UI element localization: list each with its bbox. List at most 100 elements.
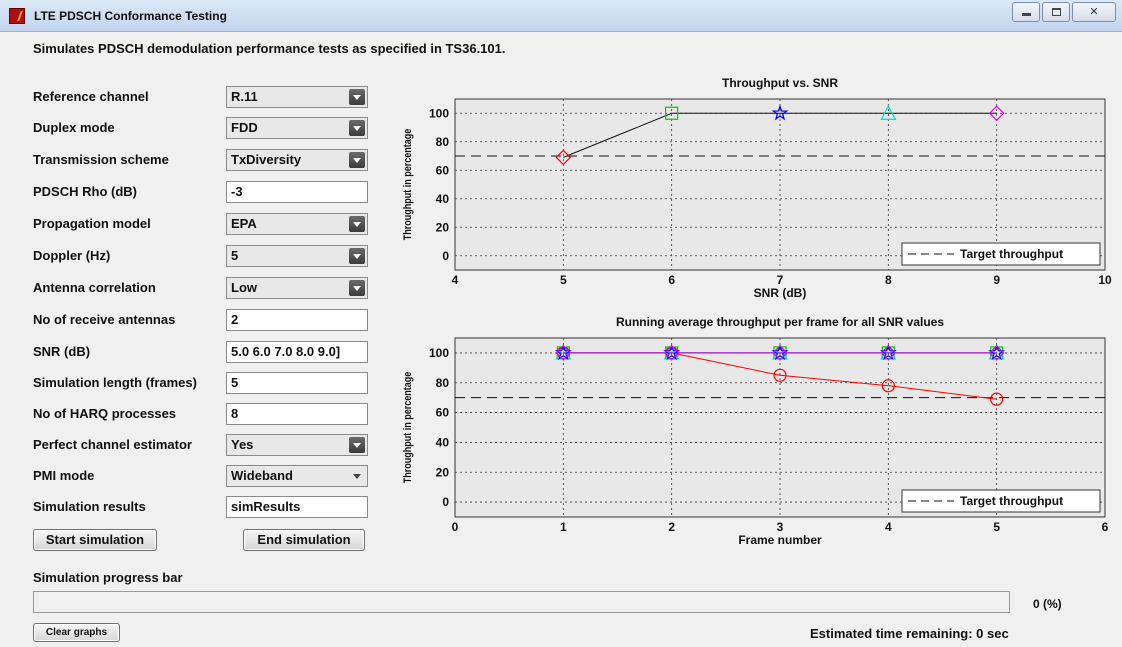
dropdown-arrow-icon — [349, 437, 365, 453]
minimize-button[interactable] — [1012, 2, 1040, 22]
x-tick-label: 7 — [777, 273, 784, 287]
y-tick-label: 0 — [442, 495, 449, 509]
series-point-red — [881, 379, 895, 393]
series-point-red — [773, 368, 787, 382]
x-tick-label: 6 — [668, 273, 675, 287]
y-tick-label: 80 — [436, 376, 450, 390]
series-point-cyan — [771, 344, 789, 360]
clear-graphs-button[interactable]: Clear graphs — [33, 623, 120, 642]
duplex-mode-dropdown[interactable]: FDD — [226, 117, 368, 139]
param-label: Doppler (Hz) — [33, 248, 111, 263]
y-tick-label: 20 — [436, 220, 450, 234]
dropdown-arrow-icon — [349, 248, 365, 264]
simulation-results-field[interactable]: simResults — [226, 496, 368, 518]
maximize-button[interactable] — [1042, 2, 1070, 22]
transmission-scheme-dropdown[interactable]: TxDiversity — [226, 149, 368, 171]
param-label: Duplex mode — [33, 120, 115, 135]
y-tick-label: 40 — [436, 192, 450, 206]
x-axis-label: SNR (dB) — [754, 286, 807, 300]
dropdown-value: 5 — [231, 248, 239, 263]
start-simulation-button[interactable]: Start simulation — [33, 529, 157, 551]
param-label: PMI mode — [33, 468, 95, 483]
snr-db-field[interactable]: 5.0 6.0 7.0 8.0 9.0] — [226, 341, 368, 363]
x-tick-label: 3 — [777, 520, 784, 534]
no-of-harq-processes-field[interactable]: 8 — [226, 403, 368, 425]
y-tick-label: 100 — [429, 106, 449, 120]
estimated-time-remaining: Estimated time remaining: 0 sec — [810, 626, 1009, 641]
snr-8-marker — [880, 104, 897, 120]
series-point-magenta — [988, 345, 1005, 361]
title-bar: LTE PDSCH Conformance Testing ✕ — [0, 0, 1122, 32]
series-point-magenta — [555, 345, 572, 361]
description: Simulates PDSCH demodulation performance… — [33, 41, 506, 56]
legend-entry: Target throughput — [960, 494, 1063, 508]
chart-title: Throughput vs. SNR — [722, 76, 838, 90]
param-label: Propagation model — [33, 216, 151, 231]
x-tick-label: 4 — [885, 520, 892, 534]
x-tick-label: 10 — [1098, 273, 1112, 287]
dropdown-arrow-icon — [349, 152, 365, 168]
series-point-red — [990, 392, 1004, 406]
param-label: Perfect channel estimator — [33, 437, 192, 452]
dropdown-arrow-icon — [349, 89, 365, 105]
x-tick-label: 1 — [560, 520, 567, 534]
no-of-receive-antennas-field[interactable]: 2 — [226, 309, 368, 331]
param-label: Transmission scheme — [33, 152, 169, 167]
x-tick-label: 8 — [885, 273, 892, 287]
reference-channel-dropdown[interactable]: R.11 — [226, 86, 368, 108]
x-axis-label: Frame number — [738, 533, 822, 547]
chart-title: Running average throughput per frame for… — [616, 315, 944, 329]
dropdown-value: TxDiversity — [231, 152, 302, 167]
dropdown-value: FDD — [231, 120, 258, 135]
doppler-hz-dropdown[interactable]: 5 — [226, 245, 368, 267]
window-title: LTE PDSCH Conformance Testing — [34, 9, 227, 23]
y-tick-label: 60 — [436, 163, 450, 177]
simulation-length-frames-field[interactable]: 5 — [226, 372, 368, 394]
perfect-channel-estimator-dropdown[interactable]: Yes — [226, 434, 368, 456]
legend-entry: Target throughput — [960, 247, 1063, 261]
progress-percent: 0 (%) — [1033, 597, 1062, 611]
pmi-mode-dropdown[interactable]: Wideband — [226, 465, 368, 487]
snr-9-marker — [988, 105, 1005, 122]
x-tick-label: 6 — [1102, 520, 1109, 534]
x-tick-label: 9 — [993, 273, 1000, 287]
legend-box — [901, 489, 1101, 513]
close-icon: ✕ — [1089, 6, 1099, 18]
param-label: SNR (dB) — [33, 344, 91, 359]
end-simulation-button[interactable]: End simulation — [243, 529, 365, 551]
y-tick-label: 40 — [436, 435, 450, 449]
propagation-model-dropdown[interactable]: EPA — [226, 213, 368, 235]
dropdown-value: EPA — [231, 216, 257, 231]
param-label: Reference channel — [33, 89, 149, 104]
param-label: Antenna correlation — [33, 280, 156, 295]
dropdown-arrow-icon — [349, 280, 365, 296]
series-point-magenta — [663, 345, 680, 361]
y-axis-label: Throughput in percentage — [402, 128, 414, 240]
maximize-icon — [1052, 8, 1061, 16]
dropdown-arrow-icon — [349, 120, 365, 136]
y-tick-label: 60 — [436, 406, 450, 420]
series-point-magenta — [772, 345, 788, 361]
legend-box — [901, 242, 1101, 266]
close-button[interactable]: ✕ — [1072, 2, 1116, 22]
param-label: PDSCH Rho (dB) — [33, 184, 137, 199]
x-tick-label: 5 — [993, 520, 1000, 534]
dropdown-arrow-icon — [349, 216, 365, 232]
progress-bar — [33, 591, 1010, 613]
x-tick-label: 2 — [668, 520, 675, 534]
y-tick-label: 20 — [436, 465, 450, 479]
matlab-icon — [9, 8, 25, 24]
y-tick-label: 80 — [436, 135, 450, 149]
progress-label: Simulation progress bar — [33, 570, 183, 585]
pdsch-rho-db-field[interactable]: -3 — [226, 181, 368, 203]
throughput-line — [563, 112, 997, 158]
param-label: No of HARQ processes — [33, 406, 177, 421]
plot-area — [454, 337, 1106, 518]
antenna-correlation-dropdown[interactable]: Low — [226, 277, 368, 299]
running-average-throughput-chart: Running average throughput per frame for… — [402, 315, 1109, 547]
dropdown-value: Yes — [231, 437, 254, 452]
dropdown-value: R.11 — [231, 89, 258, 104]
window-controls: ✕ — [1012, 2, 1116, 22]
x-tick-label: 5 — [560, 273, 567, 287]
